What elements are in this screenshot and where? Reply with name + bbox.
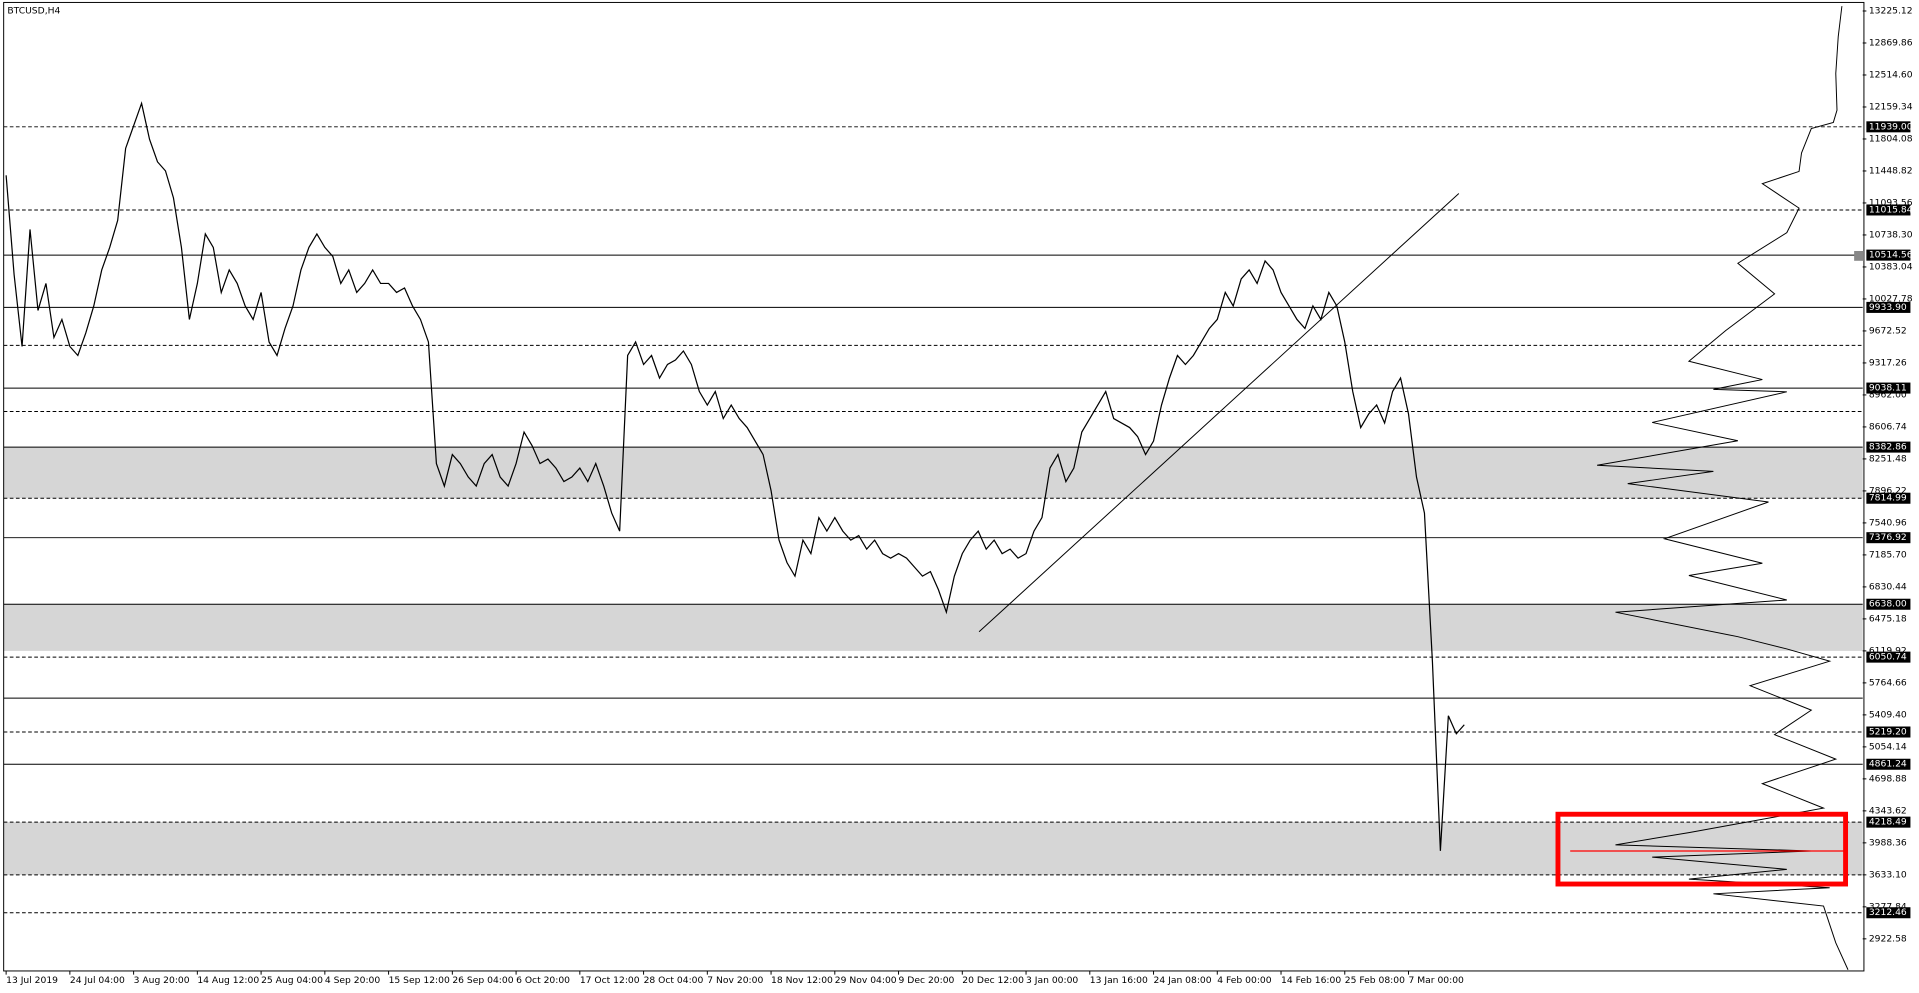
level-label-bg: [1866, 907, 1911, 919]
y-tick-label: 3633.10: [1869, 869, 1907, 880]
x-tick-label: 17 Oct 12:00: [580, 975, 640, 986]
x-tick-label: 3 Jan 00:00: [1026, 975, 1078, 986]
x-tick-label: 14 Feb 16:00: [1281, 975, 1341, 986]
x-tick-label: 25 Feb 08:00: [1345, 975, 1405, 986]
zone: [3, 604, 1863, 651]
x-tick-label: 6 Oct 20:00: [516, 975, 570, 986]
x-tick-label: 7 Nov 20:00: [707, 975, 763, 986]
level-label: 7814.99: [1869, 493, 1907, 504]
y-tick-label: 9317.26: [1869, 357, 1907, 368]
y-tick-label: 2922.58: [1869, 933, 1907, 944]
y-tick-label: 3277.84: [1869, 901, 1907, 912]
level-label: 6638.00: [1869, 599, 1907, 610]
y-tick-label: 11448.82: [1869, 165, 1913, 176]
y-tick-label: 4343.62: [1869, 805, 1907, 816]
level-label: 11939.00: [1869, 121, 1913, 132]
level-label-bg: [1866, 758, 1911, 770]
axes: 13225.12 12869.86 12514.60 12159.34 11804.08…: [5, 5, 1913, 986]
x-tick-label: 20 Dec 12:00: [962, 975, 1024, 986]
level-handle: [1854, 251, 1864, 261]
plot-frame: [3, 1, 1865, 972]
x-tick-label: 18 Nov 12:00: [771, 975, 833, 986]
level-label-bg: [1866, 816, 1911, 828]
price: [5, 101, 1465, 851]
x-tick-label: 15 Sep 12:00: [389, 975, 450, 986]
y-tick-label: 12159.34: [1869, 101, 1913, 112]
zone: [3, 822, 1863, 875]
x-tick-label: 14 Aug 12:00: [197, 975, 259, 986]
level-label-bg: [1866, 441, 1911, 453]
x-tick-label: 9 Dec 20:00: [899, 975, 955, 986]
y-tick-label: 12869.86: [1869, 37, 1913, 48]
y-tick-label: 5054.14: [1869, 741, 1907, 752]
x-tick-label: 4 Feb 00:00: [1217, 975, 1271, 986]
y-tick-label: 10738.30: [1869, 229, 1913, 240]
chart-title: BTCUSD,H4: [7, 6, 60, 17]
level-label-bg: [1866, 598, 1911, 610]
y-tick-label: 12514.60: [1869, 69, 1913, 80]
x-tick-label: 24 Jan 08:00: [1154, 975, 1212, 986]
y-tick-label: 7896.22: [1869, 485, 1907, 496]
level-label: 8382.86: [1869, 442, 1907, 453]
x-tick-label: 26 Sep 04:00: [452, 975, 513, 986]
y-tick-label: 10383.04: [1869, 261, 1913, 272]
y-tick-label: 5409.40: [1869, 709, 1907, 720]
level-label: 9933.90: [1869, 302, 1907, 313]
price-line: [5, 101, 1465, 851]
y-tick-label: 7540.96: [1869, 517, 1907, 528]
level-label-bg: [1866, 382, 1911, 394]
x-tick-label: 7 Mar 00:00: [1409, 975, 1465, 986]
level-label: 4218.49: [1869, 817, 1907, 828]
x-tick-label: 29 Nov 04:00: [835, 975, 897, 986]
level-label-bg: [1866, 492, 1911, 504]
y-tick-label: 5764.66: [1869, 677, 1907, 688]
level-label: 11015.84: [1869, 204, 1913, 215]
y-tick-label: 4698.88: [1869, 773, 1907, 784]
level-label: 9038.11: [1869, 383, 1907, 394]
level-label-bg: [1866, 121, 1911, 133]
x-tick-label: 28 Oct 04:00: [644, 975, 704, 986]
zone: [3, 447, 1863, 499]
x-tick-label: 13 Jul 2019: [6, 975, 58, 986]
y-tick-label: 9672.52: [1869, 325, 1907, 336]
y-tick-label: 11093.56: [1869, 197, 1913, 208]
level-label-bg: [1866, 249, 1911, 261]
highlight-box: [1555, 811, 1849, 887]
level-label-bg: [1866, 726, 1911, 738]
x-tick-label: 3 Aug 20:00: [134, 975, 190, 986]
level-label-bg: [1866, 301, 1911, 313]
y-tick-label: 8251.48: [1869, 453, 1907, 464]
level-label-bg: [1866, 651, 1911, 663]
level-label: 4861.24: [1869, 759, 1907, 770]
x-tick-label: 24 Jul 04:00: [70, 975, 125, 986]
y-tick-label: 6830.44: [1869, 581, 1907, 592]
levels: [3, 126, 1863, 914]
y-tick-label: 11804.08: [1869, 133, 1913, 144]
y-tick-label: 8606.74: [1869, 421, 1907, 432]
y-tick-label: 6475.18: [1869, 613, 1907, 624]
x-tick-label: 13 Jan 16:00: [1090, 975, 1148, 986]
y-tick-label: 8962.00: [1869, 389, 1907, 400]
y-tick-label: 7185.70: [1869, 549, 1907, 560]
trend-line: [978, 193, 1460, 633]
y-tick-label: 10027.78: [1869, 293, 1913, 304]
level-label: 3212.46: [1869, 907, 1907, 918]
x-tick-label: 4 Sep 20:00: [325, 975, 381, 986]
y-tick-label: 13225.12: [1869, 5, 1913, 16]
y-tick-label: 3988.36: [1869, 837, 1907, 848]
x-tick-label: 25 Aug 04:00: [261, 975, 323, 986]
level-label: 10514.56: [1869, 250, 1913, 261]
zones: [3, 447, 1863, 875]
level-label-bg: [1866, 204, 1911, 216]
level-label: 7376.92: [1869, 532, 1907, 543]
level-label: 6050.74: [1869, 652, 1907, 663]
level-label: 5219.20: [1869, 727, 1907, 738]
y-tick-label: 6119.92: [1869, 645, 1907, 656]
level-label-bg: [1866, 532, 1911, 544]
